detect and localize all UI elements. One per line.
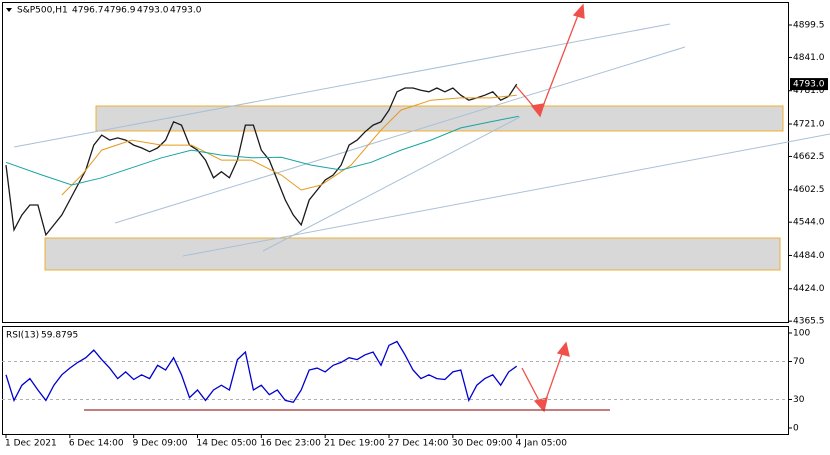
y-tick-label: 4781.0 (793, 86, 825, 96)
chart-title: S&P500,H1 (17, 6, 68, 16)
x-tick-label: 27 Dec 14:00 (388, 439, 449, 449)
rsi-frame (2, 326, 789, 435)
last-price-box (790, 78, 828, 91)
y-tick-label: 70 (793, 357, 805, 367)
close: 4793.0 (170, 6, 202, 16)
x-tick-label: 21 Dec 19:00 (324, 439, 385, 449)
y-tick-label: 4484.0 (793, 251, 825, 261)
y-tick-label: 4662.5 (793, 152, 825, 162)
y-tick-label: 4602.5 (793, 185, 825, 195)
arrow-head (530, 103, 545, 118)
x-tick-label: 4 Jan 05:00 (516, 439, 568, 449)
channel-line (114, 46, 686, 224)
resistance-zone (95, 105, 784, 132)
menu-icon (6, 8, 12, 12)
forecast-arrows (84, 3, 610, 413)
price-line (5, 83, 518, 237)
y-tick-label: 100 (793, 328, 810, 338)
price-line (5, 340, 518, 404)
y-tick-label: 4841.0 (793, 53, 825, 63)
trend-lines (13, 23, 830, 257)
open: 4796.7 (72, 6, 104, 16)
y-tick-label: 4721.0 (793, 120, 825, 130)
y-tick-label: 4544.0 (793, 218, 825, 228)
low: 4793.0 (137, 6, 169, 16)
price-line (61, 94, 517, 196)
y-tick-label: 0 (793, 423, 799, 433)
x-tick-label: 1 Dec 2021 (5, 439, 57, 449)
x-tick-label: 30 Dec 09:00 (452, 439, 513, 449)
last-price-label: 4793.0 (793, 80, 825, 90)
channel-line (182, 133, 830, 257)
x-tick-label: 9 Dec 09:00 (133, 439, 188, 449)
channel-line (13, 23, 671, 148)
high: 4796.9 (104, 6, 136, 16)
y-tick-label: 4899.5 (793, 21, 825, 31)
arrow-head (533, 397, 548, 413)
rsi-title: RSI(13) (6, 331, 39, 341)
main-frame (2, 2, 789, 323)
y-tick-label: 4424.0 (793, 284, 825, 294)
x-tick-label: 14 Dec 05:00 (197, 439, 258, 449)
price-line (5, 115, 519, 186)
x-tick-label: 6 Dec 14:00 (69, 439, 124, 449)
support-zone (44, 237, 781, 271)
y-tick-label: 30 (793, 395, 805, 405)
x-tick-label: 16 Dec 23:00 (260, 439, 321, 449)
arrow-head (556, 341, 570, 357)
arrow-head (572, 3, 585, 19)
channel-line (262, 116, 521, 252)
rsi-value: 59.8795 (41, 331, 78, 341)
y-tick-label: 4365.5 (793, 317, 825, 327)
